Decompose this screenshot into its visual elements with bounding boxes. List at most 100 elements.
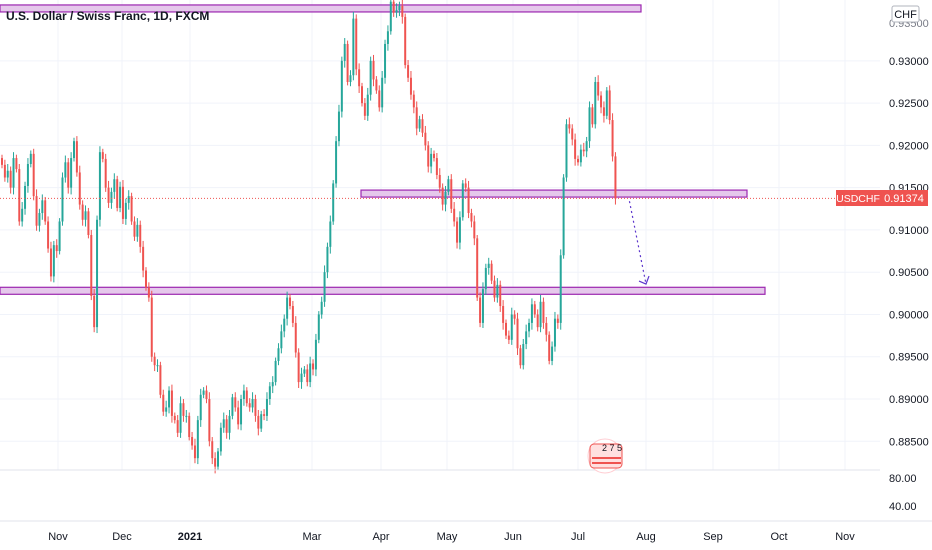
candle-body — [47, 221, 50, 249]
candle-body — [176, 420, 179, 433]
candle-body — [450, 179, 453, 209]
candle-body — [168, 390, 171, 408]
price-tag-value: 0.91374 — [884, 193, 924, 205]
candle-body — [369, 60, 372, 95]
candle-body — [222, 419, 225, 428]
currency-badge[interactable]: CHF — [891, 5, 920, 23]
candle-body — [64, 162, 67, 178]
candle-body — [188, 415, 191, 438]
candle-body — [283, 318, 286, 332]
candle-body — [193, 445, 196, 459]
candle-body — [234, 397, 237, 408]
candle-body — [320, 301, 323, 315]
candle-body — [574, 139, 577, 159]
candle-body — [418, 119, 421, 129]
candle-body — [605, 90, 608, 116]
candle-body — [602, 107, 605, 116]
candle-body — [582, 149, 585, 152]
candle-body — [389, 1, 392, 32]
candle-body — [556, 318, 559, 323]
candle-body — [404, 16, 407, 66]
projection-arrow[interactable] — [628, 201, 647, 285]
candle-body — [476, 238, 479, 298]
volume-tick-low: 40.00 — [889, 501, 917, 513]
candle-body — [571, 128, 574, 140]
candle-body — [597, 81, 600, 96]
candle-body — [340, 60, 343, 112]
price-tick-label: 0.89000 — [889, 394, 929, 406]
candle-body — [185, 415, 188, 417]
candle-body — [237, 407, 240, 425]
zone-top[interactable] — [0, 4, 642, 13]
candle-body — [265, 398, 268, 416]
candle-body — [150, 297, 153, 357]
candle-body — [323, 272, 326, 302]
candle-body — [384, 43, 387, 78]
candle-body — [309, 363, 312, 383]
candle-body — [407, 65, 410, 78]
candle-body — [433, 153, 435, 159]
zone-middle[interactable] — [360, 189, 748, 198]
candle-body — [133, 221, 136, 237]
candle-body — [26, 163, 29, 186]
candle-body — [153, 356, 156, 366]
candle-body — [427, 145, 430, 167]
time-tick-label: Dec — [112, 531, 132, 543]
candle-body — [35, 196, 38, 226]
candle-body — [257, 415, 260, 429]
zone-lower[interactable] — [0, 286, 766, 295]
candle-body — [12, 158, 15, 188]
candle-body — [73, 141, 75, 159]
candle-body — [248, 403, 251, 408]
candle-body — [245, 390, 248, 404]
candle-body — [263, 414, 266, 416]
price-scale[interactable] — [880, 0, 932, 550]
candle-body — [484, 267, 487, 290]
candle-body — [78, 172, 81, 205]
candle-body — [90, 235, 93, 296]
candle-body — [147, 287, 150, 298]
candle-body — [513, 314, 516, 319]
candle-body — [289, 297, 291, 307]
candle-body — [553, 318, 556, 347]
candle-body — [75, 141, 78, 173]
candle-body — [139, 224, 142, 247]
candle-body — [415, 107, 418, 129]
candle-body — [502, 306, 505, 323]
candle-body — [378, 90, 381, 108]
candle-body — [32, 153, 35, 197]
candle-body — [274, 360, 277, 383]
badge-icon[interactable]: 2 7 5 — [587, 438, 623, 474]
time-axis[interactable]: Nov Dec 2021 Mar Apr May Jun Jul Aug Sep Oct Nov — [48, 531, 855, 543]
horizontal-zones[interactable] — [0, 4, 766, 295]
price-tick-label: 0.92000 — [889, 140, 929, 152]
candle-body — [536, 314, 539, 328]
candle-body — [104, 158, 107, 188]
candle-body — [119, 186, 122, 208]
time-tick-label: Apr — [372, 531, 389, 543]
candle-body — [182, 403, 185, 416]
candle-body — [15, 158, 18, 170]
candle-body — [277, 348, 280, 361]
candle-body — [49, 248, 52, 277]
candle-body — [165, 407, 168, 412]
candle-body — [579, 149, 582, 163]
price-tick-label: 0.91000 — [889, 225, 929, 237]
candle-body — [254, 398, 257, 416]
candle-body — [386, 31, 389, 44]
candle-body — [260, 414, 263, 429]
candle-body — [55, 245, 58, 252]
candle-body — [52, 245, 55, 277]
price-tick-label: 0.88500 — [889, 436, 929, 448]
candle-body — [594, 81, 597, 125]
time-tick-label: Jul — [571, 531, 585, 543]
candle-body — [355, 18, 358, 70]
candle-body — [21, 208, 24, 222]
candle-body — [24, 185, 27, 209]
candle-body — [337, 111, 340, 142]
candle-body — [453, 208, 456, 222]
price-tag[interactable]: USDCHF 0.91374 — [836, 190, 928, 206]
candle-body — [67, 162, 70, 188]
candle-body — [6, 170, 9, 178]
